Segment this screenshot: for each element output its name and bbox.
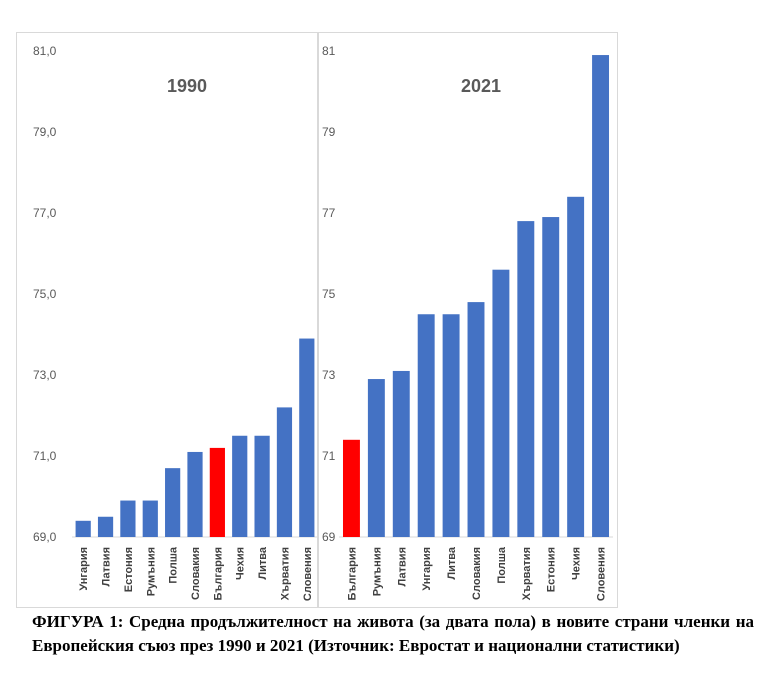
- x-tick-label: Латвия: [101, 547, 113, 586]
- bar-Словения: [592, 55, 610, 538]
- bar-Полша: [165, 468, 181, 537]
- bar-Словакия: [187, 451, 203, 537]
- y-tick-label: 75,0: [33, 287, 57, 301]
- chart-title: 2021: [461, 76, 501, 96]
- x-tick-label: Естония: [546, 547, 558, 592]
- x-tick-label: Полша: [496, 546, 508, 584]
- bar-България: [209, 447, 225, 537]
- x-tick-label: Литва: [446, 546, 458, 579]
- chart-2021: 69 71 73 75 77 79 81 2021 България Румъния Латвия У…: [322, 44, 613, 601]
- chart-1990: 69,0 71,0 73,0 75,0 77,0 79,0 81,0 1990 Унгария Л…: [33, 44, 318, 601]
- bar-Латвия: [97, 516, 114, 537]
- bar-Хърватия: [517, 221, 535, 537]
- bar-България: [342, 439, 360, 537]
- bar-Литва: [254, 435, 270, 537]
- x-tick-label: България: [212, 547, 224, 601]
- bar-Латвия: [392, 370, 410, 537]
- x-tick-label: Унгария: [78, 547, 90, 591]
- bar-Чехия: [567, 196, 585, 538]
- figure-caption: ФИГУРА 1: Средна продължителност на живо…: [32, 612, 754, 655]
- bar-Словакия: [467, 302, 485, 537]
- y-tick-label: 73: [322, 368, 336, 382]
- y-tick-label: 71,0: [33, 449, 57, 463]
- y-tick-label: 77: [322, 206, 336, 220]
- x-tick-label: Чехия: [571, 547, 583, 580]
- y-tick-label: 71: [322, 449, 336, 463]
- x-tick-label: Словакия: [190, 547, 202, 600]
- y-tick-label: 73,0: [33, 368, 57, 382]
- bar-Румъния: [367, 379, 385, 537]
- x-tick-label: Хърватия: [279, 547, 291, 600]
- x-tick-label: Унгария: [421, 547, 433, 591]
- chart-panel-2021: 69 71 73 75 77 79 81 2021 България Румъния Латвия У…: [318, 32, 618, 608]
- x-tick-label: Латвия: [396, 547, 408, 586]
- bar-Хърватия: [276, 407, 293, 537]
- x-tick-label: Полша: [168, 546, 180, 584]
- x-tick-label: Естония: [123, 547, 135, 592]
- y-tick-label: 79,0: [33, 125, 57, 139]
- bar-Унгария: [75, 520, 91, 537]
- x-tick-label: Словения: [302, 547, 314, 601]
- x-tick-label: Румъния: [371, 547, 383, 596]
- chart-panel-1990: 69,0 71,0 73,0 75,0 77,0 79,0 81,0 1990 Унгария Л…: [16, 32, 318, 608]
- bar-Румъния: [142, 500, 158, 537]
- bar-Естония: [542, 217, 560, 538]
- bar-Полша: [492, 269, 510, 537]
- y-tick-label: 75: [322, 287, 336, 301]
- y-tick-label: 79: [322, 125, 336, 139]
- y-tick-label: 77,0: [33, 206, 57, 220]
- y-tick-label: 81,0: [33, 44, 57, 58]
- bar-Унгария: [417, 314, 435, 537]
- bar-Словения: [299, 338, 315, 537]
- y-tick-label: 69,0: [33, 530, 57, 544]
- x-tick-label: Литва: [257, 546, 269, 579]
- y-tick-label: 69: [322, 530, 336, 544]
- bar-Чехия: [232, 435, 248, 537]
- x-tick-label: Хърватия: [521, 547, 533, 600]
- x-tick-label: Словения: [596, 547, 608, 601]
- x-tick-label: Словакия: [471, 547, 483, 600]
- x-tick-label: Чехия: [235, 547, 247, 580]
- chart-title: 1990: [167, 76, 207, 96]
- x-tick-label: България: [346, 547, 358, 601]
- bar-Литва: [442, 314, 460, 537]
- bar-Естония: [120, 500, 136, 537]
- y-tick-label: 81: [322, 44, 336, 58]
- x-tick-label: Румъния: [145, 547, 157, 596]
